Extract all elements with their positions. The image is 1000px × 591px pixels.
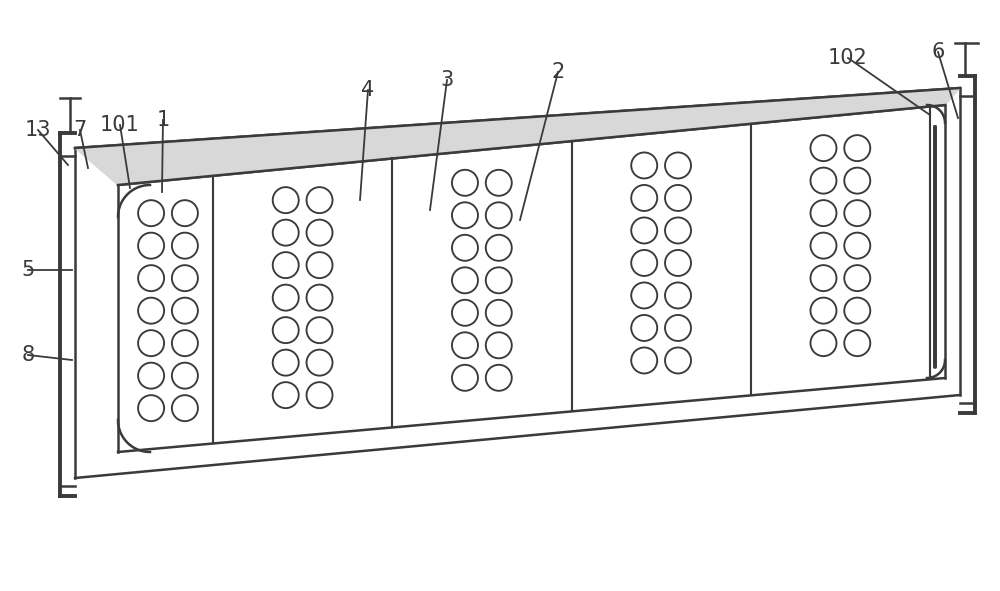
Text: 4: 4 [361, 80, 375, 100]
Text: 5: 5 [21, 260, 35, 280]
Text: 3: 3 [440, 70, 454, 90]
Text: 1: 1 [156, 110, 170, 130]
Text: 8: 8 [21, 345, 35, 365]
Text: 13: 13 [25, 120, 51, 140]
Text: 2: 2 [551, 62, 565, 82]
Text: 7: 7 [73, 120, 87, 140]
Text: 101: 101 [100, 115, 140, 135]
Text: 102: 102 [828, 48, 868, 68]
Text: 6: 6 [931, 42, 945, 62]
Polygon shape [75, 88, 960, 185]
